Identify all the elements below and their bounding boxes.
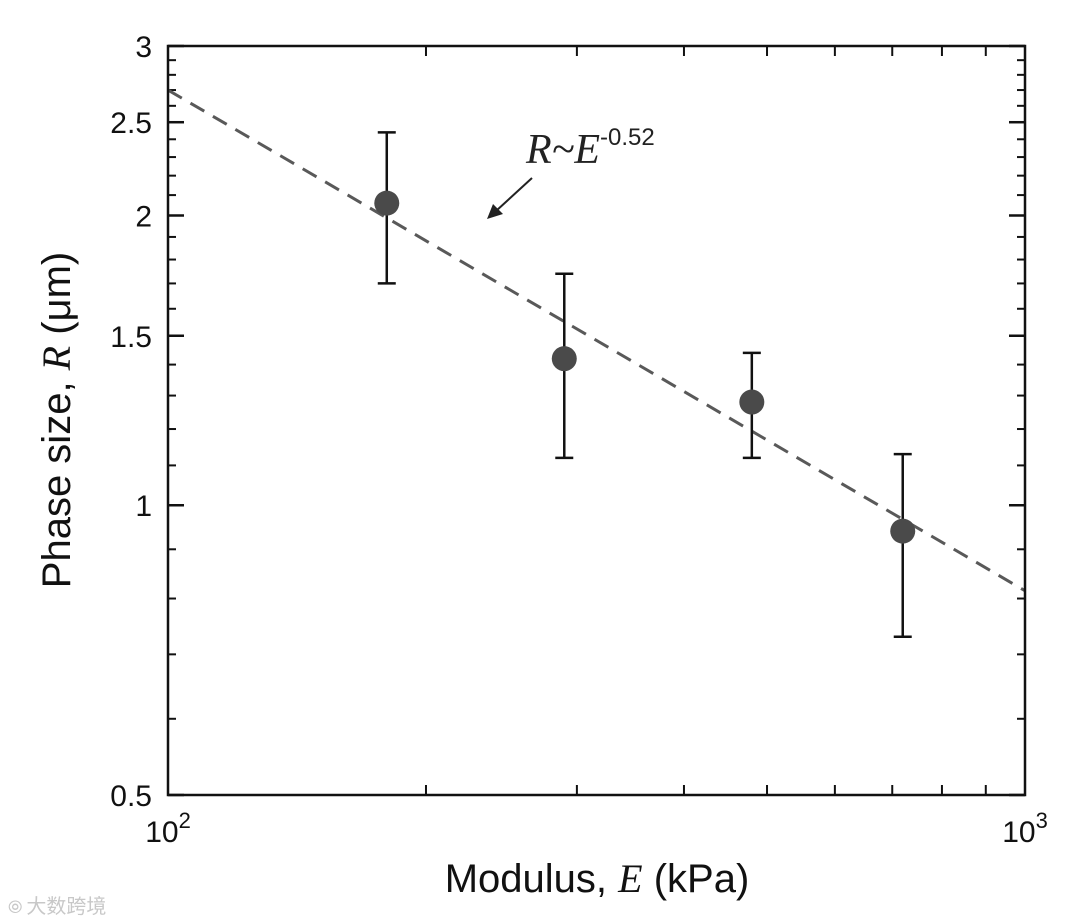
y-tick-label: 1 — [135, 490, 152, 523]
watermark-logo-icon: ⦾ — [8, 897, 23, 918]
y-axis-title-var: R — [34, 346, 79, 371]
fit-line — [167, 88, 1026, 593]
x-tick-label-base: 10 — [145, 816, 178, 849]
x-tick-label: 103 — [1002, 808, 1048, 849]
data-point — [374, 190, 400, 216]
x-tick-label-base: 10 — [1002, 816, 1035, 849]
annotation-arrow-shaft — [495, 177, 533, 212]
fit-line-layer — [167, 88, 1026, 593]
minor-ticks — [168, 46, 1025, 795]
y-tick-label: 2.5 — [110, 107, 152, 140]
x-tick-label-exponent: 3 — [1036, 808, 1048, 833]
fit-annotation: R~E-0.52 — [525, 124, 655, 173]
y-tick-label: 0.5 — [110, 780, 152, 813]
y-axis-title-suffix: (μm) — [35, 252, 79, 346]
y-tick-label: 3 — [135, 31, 152, 64]
watermark: ⦾ 大数跨境 — [8, 890, 106, 919]
data-point — [739, 389, 765, 415]
data-point — [551, 346, 577, 372]
x-axis-title: Modulus, E (kPa) — [445, 856, 750, 901]
x-axis-title-suffix: (kPa) — [643, 857, 750, 901]
x-tick-label-exponent: 2 — [179, 808, 191, 833]
x-tick-label: 102 — [145, 808, 191, 849]
watermark-text: 大数跨境 — [26, 894, 107, 918]
x-axis-title-prefix: Modulus, — [445, 857, 618, 901]
annotation-arrowhead — [487, 204, 503, 219]
data-point — [890, 518, 916, 544]
plot-frame — [166, 44, 1027, 797]
y-tick-label: 1.5 — [110, 321, 152, 354]
y-axis-title-prefix: Phase size, — [35, 370, 79, 588]
y-tick-label: 2 — [135, 200, 152, 233]
y-axis-title: Phase size, R (μm) — [34, 252, 79, 588]
x-axis-title-var: E — [617, 856, 642, 901]
fit-annotation-exponent: -0.52 — [600, 124, 655, 151]
fit-annotation-base: R~E — [525, 127, 600, 173]
major-ticks — [168, 44, 1025, 797]
data-points-layer — [374, 131, 916, 639]
